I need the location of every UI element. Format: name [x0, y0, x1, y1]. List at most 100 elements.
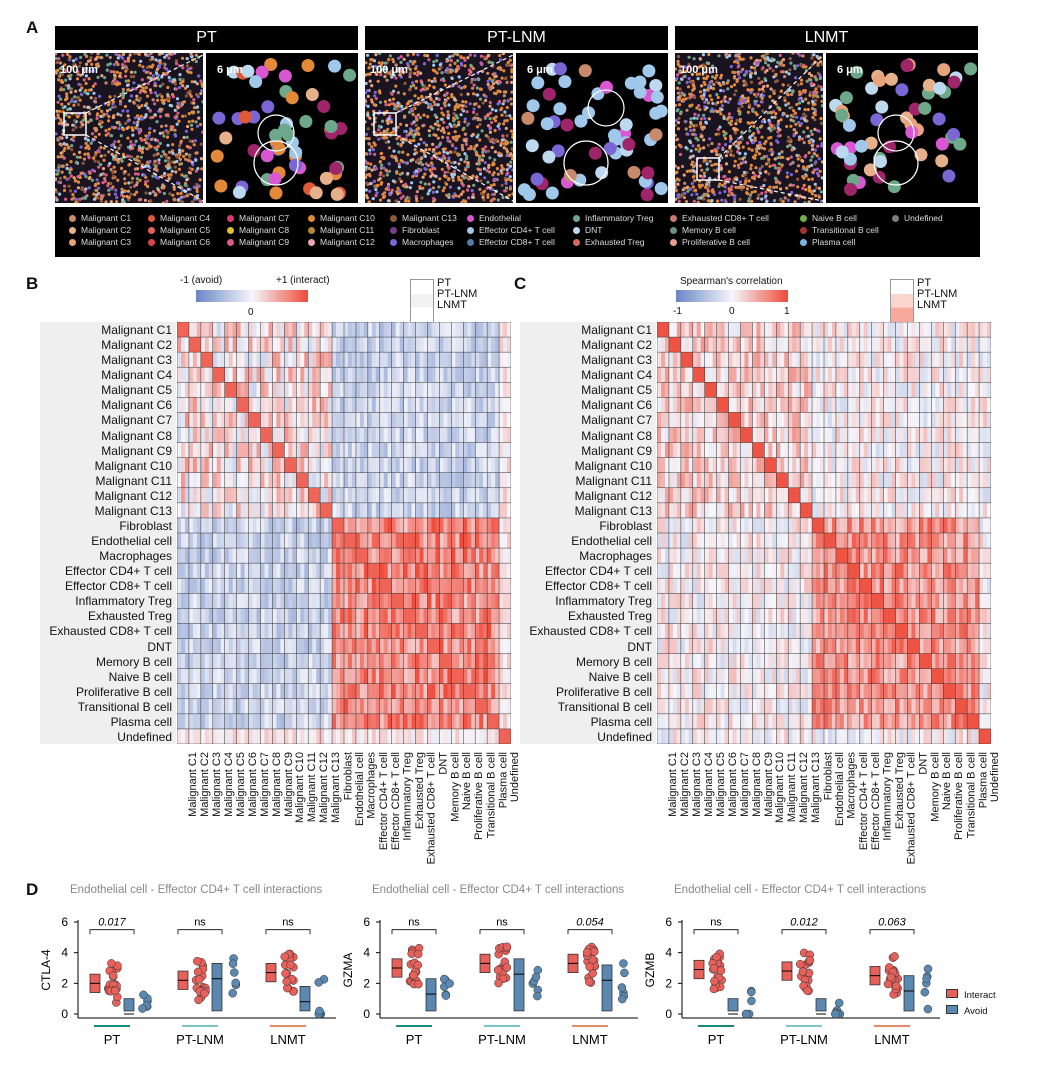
col-label: Undefined	[989, 752, 1002, 803]
row-label: Malignant C12	[574, 488, 652, 503]
row-label: Fibroblast	[119, 518, 172, 533]
key-b-labels: PT PT-LNM LNMT	[437, 278, 477, 311]
col-label: Plasma cell	[977, 752, 990, 809]
heatmap-b	[177, 322, 511, 744]
legend-item: Exhausted Treg	[573, 237, 645, 247]
key-b-pt: PT	[437, 277, 452, 289]
col-label: Naive B cell	[461, 752, 474, 811]
legend-dot	[892, 215, 899, 222]
group-label: PT-LNM	[478, 1032, 526, 1047]
significance-label: ns	[194, 917, 206, 929]
y-tick: 4	[363, 946, 370, 960]
key-b-lnmt: LNMT	[437, 299, 467, 311]
col-label: Malignant C13	[330, 752, 343, 823]
legend-interact-swatch	[946, 989, 958, 998]
col-label: Malignant C2	[678, 752, 691, 817]
zoom-image-1	[516, 53, 668, 203]
legend-dot	[800, 239, 807, 246]
row-label: Exhausted CD8+ T cell	[529, 624, 652, 639]
legend-dot	[800, 227, 807, 234]
row-label: Malignant C1	[581, 323, 652, 337]
col-label: Effector CD8+ T cell	[389, 752, 402, 851]
legend-dot	[308, 215, 315, 222]
legend-label: Effector CD8+ T cell	[479, 237, 555, 247]
significance-label: ns	[710, 917, 722, 929]
row-label: Plasma cell	[590, 714, 652, 729]
panel-label-d: D	[26, 880, 39, 899]
legend-dot	[390, 227, 397, 234]
legend-label: Effector CD4+ T cell	[479, 225, 555, 235]
legend-label: Exhausted Treg	[585, 237, 645, 247]
col-label: Malignant C1	[666, 752, 679, 817]
legend-dot	[573, 227, 580, 234]
row-label: Inflammatory Treg	[75, 594, 172, 609]
boxplot-title-1: Endothelial cell - Effector CD4+ T cell …	[372, 884, 625, 896]
row-label: Malignant C11	[575, 473, 653, 488]
zoom-scale-0: 6 μm	[217, 64, 243, 76]
row-label: Malignant C2	[101, 338, 172, 353]
col-label: Malignant C10	[774, 752, 787, 823]
legend-item: Inflammatory Treg	[573, 213, 654, 223]
legend-item: Malignant C11	[308, 225, 374, 235]
legend-item: Malignant C5	[148, 225, 210, 235]
row-label: Malignant C4	[581, 368, 652, 383]
legend-item: Malignant C2	[69, 225, 131, 235]
legend-item: Malignant C6	[148, 237, 210, 247]
key-c-pt: PT	[917, 277, 932, 289]
overview-image-2	[675, 53, 823, 203]
colorbar-c-tick-neg: -1	[673, 306, 682, 317]
col-label: Macrophages	[845, 752, 858, 819]
legend-label: Malignant C2	[81, 225, 132, 235]
legend-label: Malignant C10	[320, 213, 375, 223]
row-label: Malignant C3	[581, 353, 652, 368]
significance-label: 0.017	[98, 917, 126, 929]
overview-scale-2: 100 μm	[680, 64, 718, 76]
legend-item: Malignant C13	[390, 213, 457, 223]
legend-label: Undefined	[904, 213, 943, 223]
legend-dot	[467, 215, 474, 222]
col-label: Transitional B cell	[485, 752, 498, 839]
significance-label: ns	[282, 917, 294, 929]
legend-label: Malignant C12	[320, 237, 375, 247]
legend-interact: Interact	[946, 988, 996, 1004]
col-label: Exhausted CD8+ T cell	[425, 752, 438, 865]
overview-scale-0: 100 μm	[60, 64, 98, 76]
key-c-labels: PT PT-LNM LNMT	[917, 278, 957, 311]
zoom-image-2	[826, 53, 978, 203]
legend-dot	[148, 239, 155, 246]
row-label: Exhausted Treg	[87, 609, 172, 624]
legend-label: Memory B cell	[682, 225, 736, 235]
legend-item: Undefined	[892, 213, 943, 223]
col-label: Malignant C9	[282, 752, 295, 817]
legend-dot	[69, 239, 76, 246]
colorbar-c	[676, 290, 788, 302]
group-header-0: PT	[55, 26, 358, 50]
legend-label: Malignant C4	[160, 213, 211, 223]
cell-type-legend: Malignant C1 Malignant C2 Malignant C3 Mali…	[55, 207, 980, 257]
boxplot-2: 6 4 2 0 GZMB ns PT 0.012 PT-LNM 0.063 LNMT	[643, 915, 940, 1047]
col-label: Effector CD4+ T cell	[857, 752, 870, 851]
row-label: Malignant C1	[101, 323, 172, 337]
row-label: Malignant C3	[101, 353, 172, 368]
legend-item: Macrophages	[390, 237, 454, 247]
col-label: Exhausted Treg	[893, 752, 906, 830]
col-label: Malignant C7	[258, 752, 271, 817]
colorbar-b-right-label: +1 (interact)	[276, 275, 330, 286]
col-label: Naive B cell	[941, 752, 954, 811]
row-label: Malignant C5	[581, 383, 652, 398]
y-tick: 0	[363, 1007, 370, 1021]
legend-dot	[573, 239, 580, 246]
row-label: Inflammatory Treg	[555, 594, 652, 609]
legend-item: DNT	[573, 225, 602, 235]
legend-dot	[69, 215, 76, 222]
significance-label: 0.012	[790, 917, 818, 929]
legend-dot	[148, 227, 155, 234]
zoom-scale-1: 6 μm	[527, 64, 553, 76]
group-label: PT-LNM	[780, 1032, 828, 1047]
legend-label: Transitional B cell	[812, 225, 879, 235]
legend-item: Malignant C7	[227, 213, 289, 223]
group-label: PT	[104, 1032, 121, 1047]
row-label: Effector CD4+ T cell	[544, 564, 652, 579]
group-label: LNMT	[270, 1032, 305, 1047]
y-tick: 2	[665, 976, 672, 990]
